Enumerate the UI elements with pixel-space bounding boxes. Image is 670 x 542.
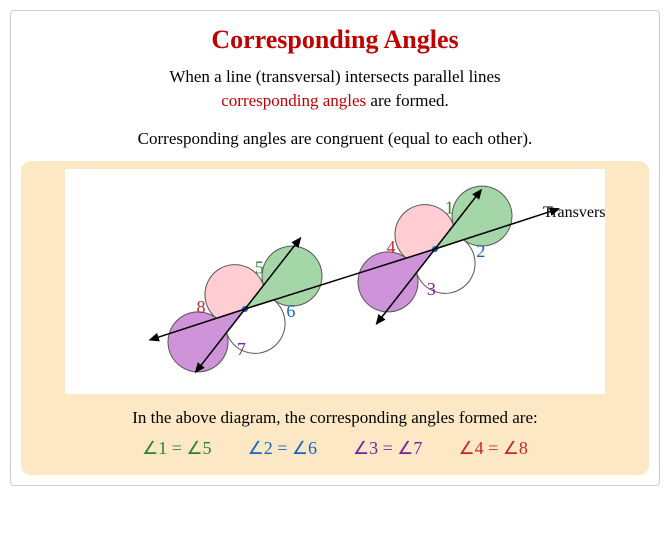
equation: ∠2 = ∠6 <box>248 438 317 459</box>
svg-text:7: 7 <box>237 339 246 359</box>
card-container: Corresponding Angles When a line (transv… <box>10 10 660 486</box>
intro-highlight: corresponding angles <box>221 91 366 110</box>
intro-line1: When a line (transversal) intersects par… <box>169 67 500 86</box>
svg-text:6: 6 <box>286 301 295 321</box>
svg-text:4: 4 <box>387 237 396 257</box>
diagram-panel: 1 2 3 4 5 6 7 8 Transversal In the above diagram… <box>21 161 649 475</box>
equations-row: ∠1 = ∠5 ∠2 = ∠6 ∠3 = ∠7 ∠4 = ∠8 <box>29 438 641 459</box>
equation: ∠4 = ∠8 <box>458 438 527 459</box>
page-title: Corresponding Angles <box>11 25 659 55</box>
diagram-box: 1 2 3 4 5 6 7 8 Transversal <box>65 169 605 394</box>
svg-text:Transversal: Transversal <box>543 204 605 221</box>
diagram-svg: 1 2 3 4 5 6 7 8 Transversal <box>65 169 605 394</box>
below-text: In the above diagram, the corresponding … <box>39 408 631 428</box>
svg-text:5: 5 <box>255 257 264 277</box>
equation: ∠3 = ∠7 <box>353 438 422 459</box>
congruent-text: Corresponding angles are congruent (equa… <box>31 129 639 149</box>
svg-text:1: 1 <box>445 197 454 217</box>
intro-suffix: are formed. <box>366 91 449 110</box>
equation: ∠1 = ∠5 <box>142 438 211 459</box>
svg-text:3: 3 <box>427 279 436 299</box>
svg-text:2: 2 <box>476 241 485 261</box>
svg-text:8: 8 <box>197 297 206 317</box>
intro-text: When a line (transversal) intersects par… <box>31 65 639 113</box>
